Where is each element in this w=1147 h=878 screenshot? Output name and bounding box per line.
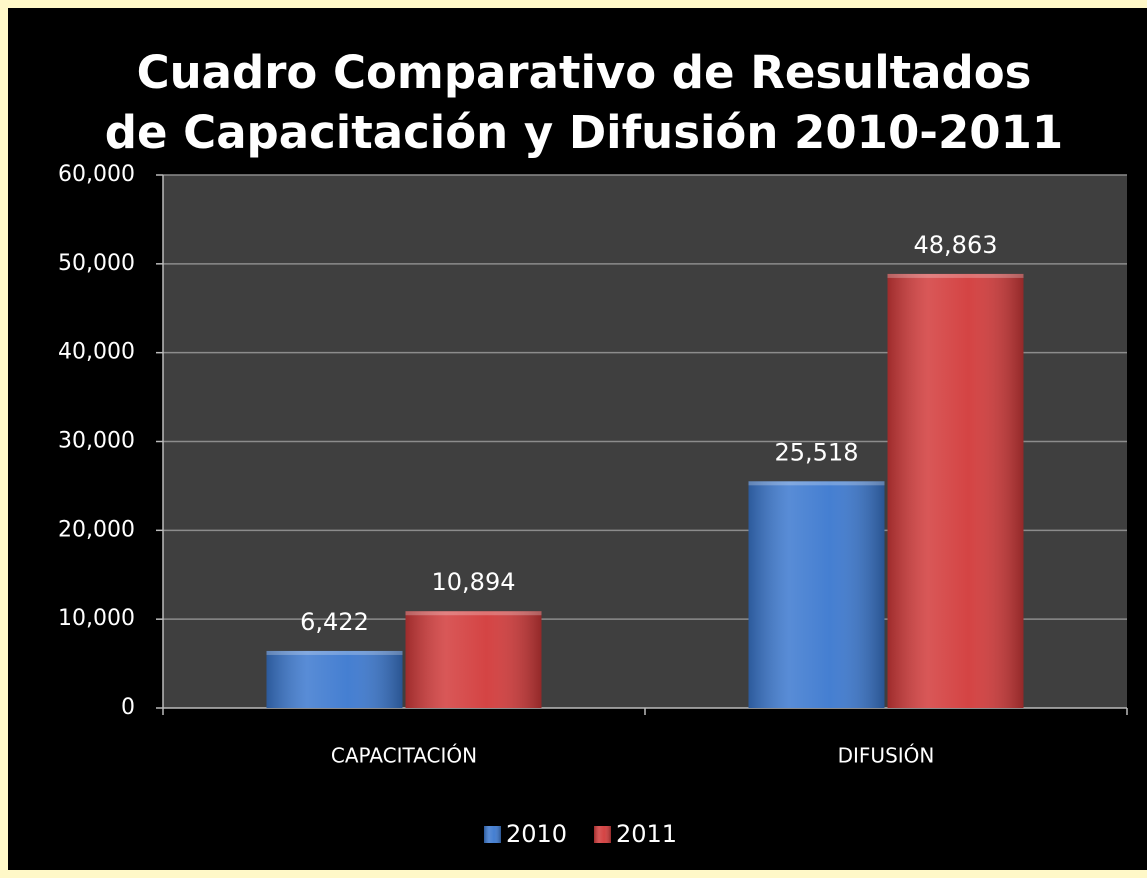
y-tick-label: 60,000 <box>58 162 135 187</box>
chart-title: Cuadro Comparativo de Resultados <box>137 46 1032 99</box>
value-label: 48,863 <box>914 231 998 259</box>
bar-shine <box>266 650 403 708</box>
x-tick-label: DIFUSIÓN <box>838 744 935 768</box>
value-label: 6,422 <box>300 608 369 636</box>
bar-top <box>405 611 542 616</box>
y-tick-label: 0 <box>121 695 135 720</box>
legend-swatch-shine <box>484 826 501 843</box>
chart-title: de Capacitación y Difusión 2010-2011 <box>105 106 1063 159</box>
value-label: 10,894 <box>432 568 516 596</box>
y-tick-label: 40,000 <box>58 340 135 365</box>
x-tick-label: CAPACITACIÓN <box>331 744 477 768</box>
y-tick-label: 20,000 <box>58 517 135 542</box>
value-label: 25,518 <box>775 438 859 466</box>
legend-swatch-shine <box>594 826 611 843</box>
bar-top <box>748 481 885 486</box>
y-tick-label: 30,000 <box>58 429 135 454</box>
bar-shine <box>405 611 542 708</box>
bar-top <box>266 650 403 655</box>
y-tick-label: 10,000 <box>58 606 135 631</box>
bar-top <box>887 273 1024 278</box>
y-tick-label: 50,000 <box>58 251 135 276</box>
legend-label: 2011 <box>616 820 677 848</box>
bar-shine <box>887 273 1024 708</box>
bar-shine <box>748 481 885 708</box>
legend-label: 2010 <box>506 820 567 848</box>
